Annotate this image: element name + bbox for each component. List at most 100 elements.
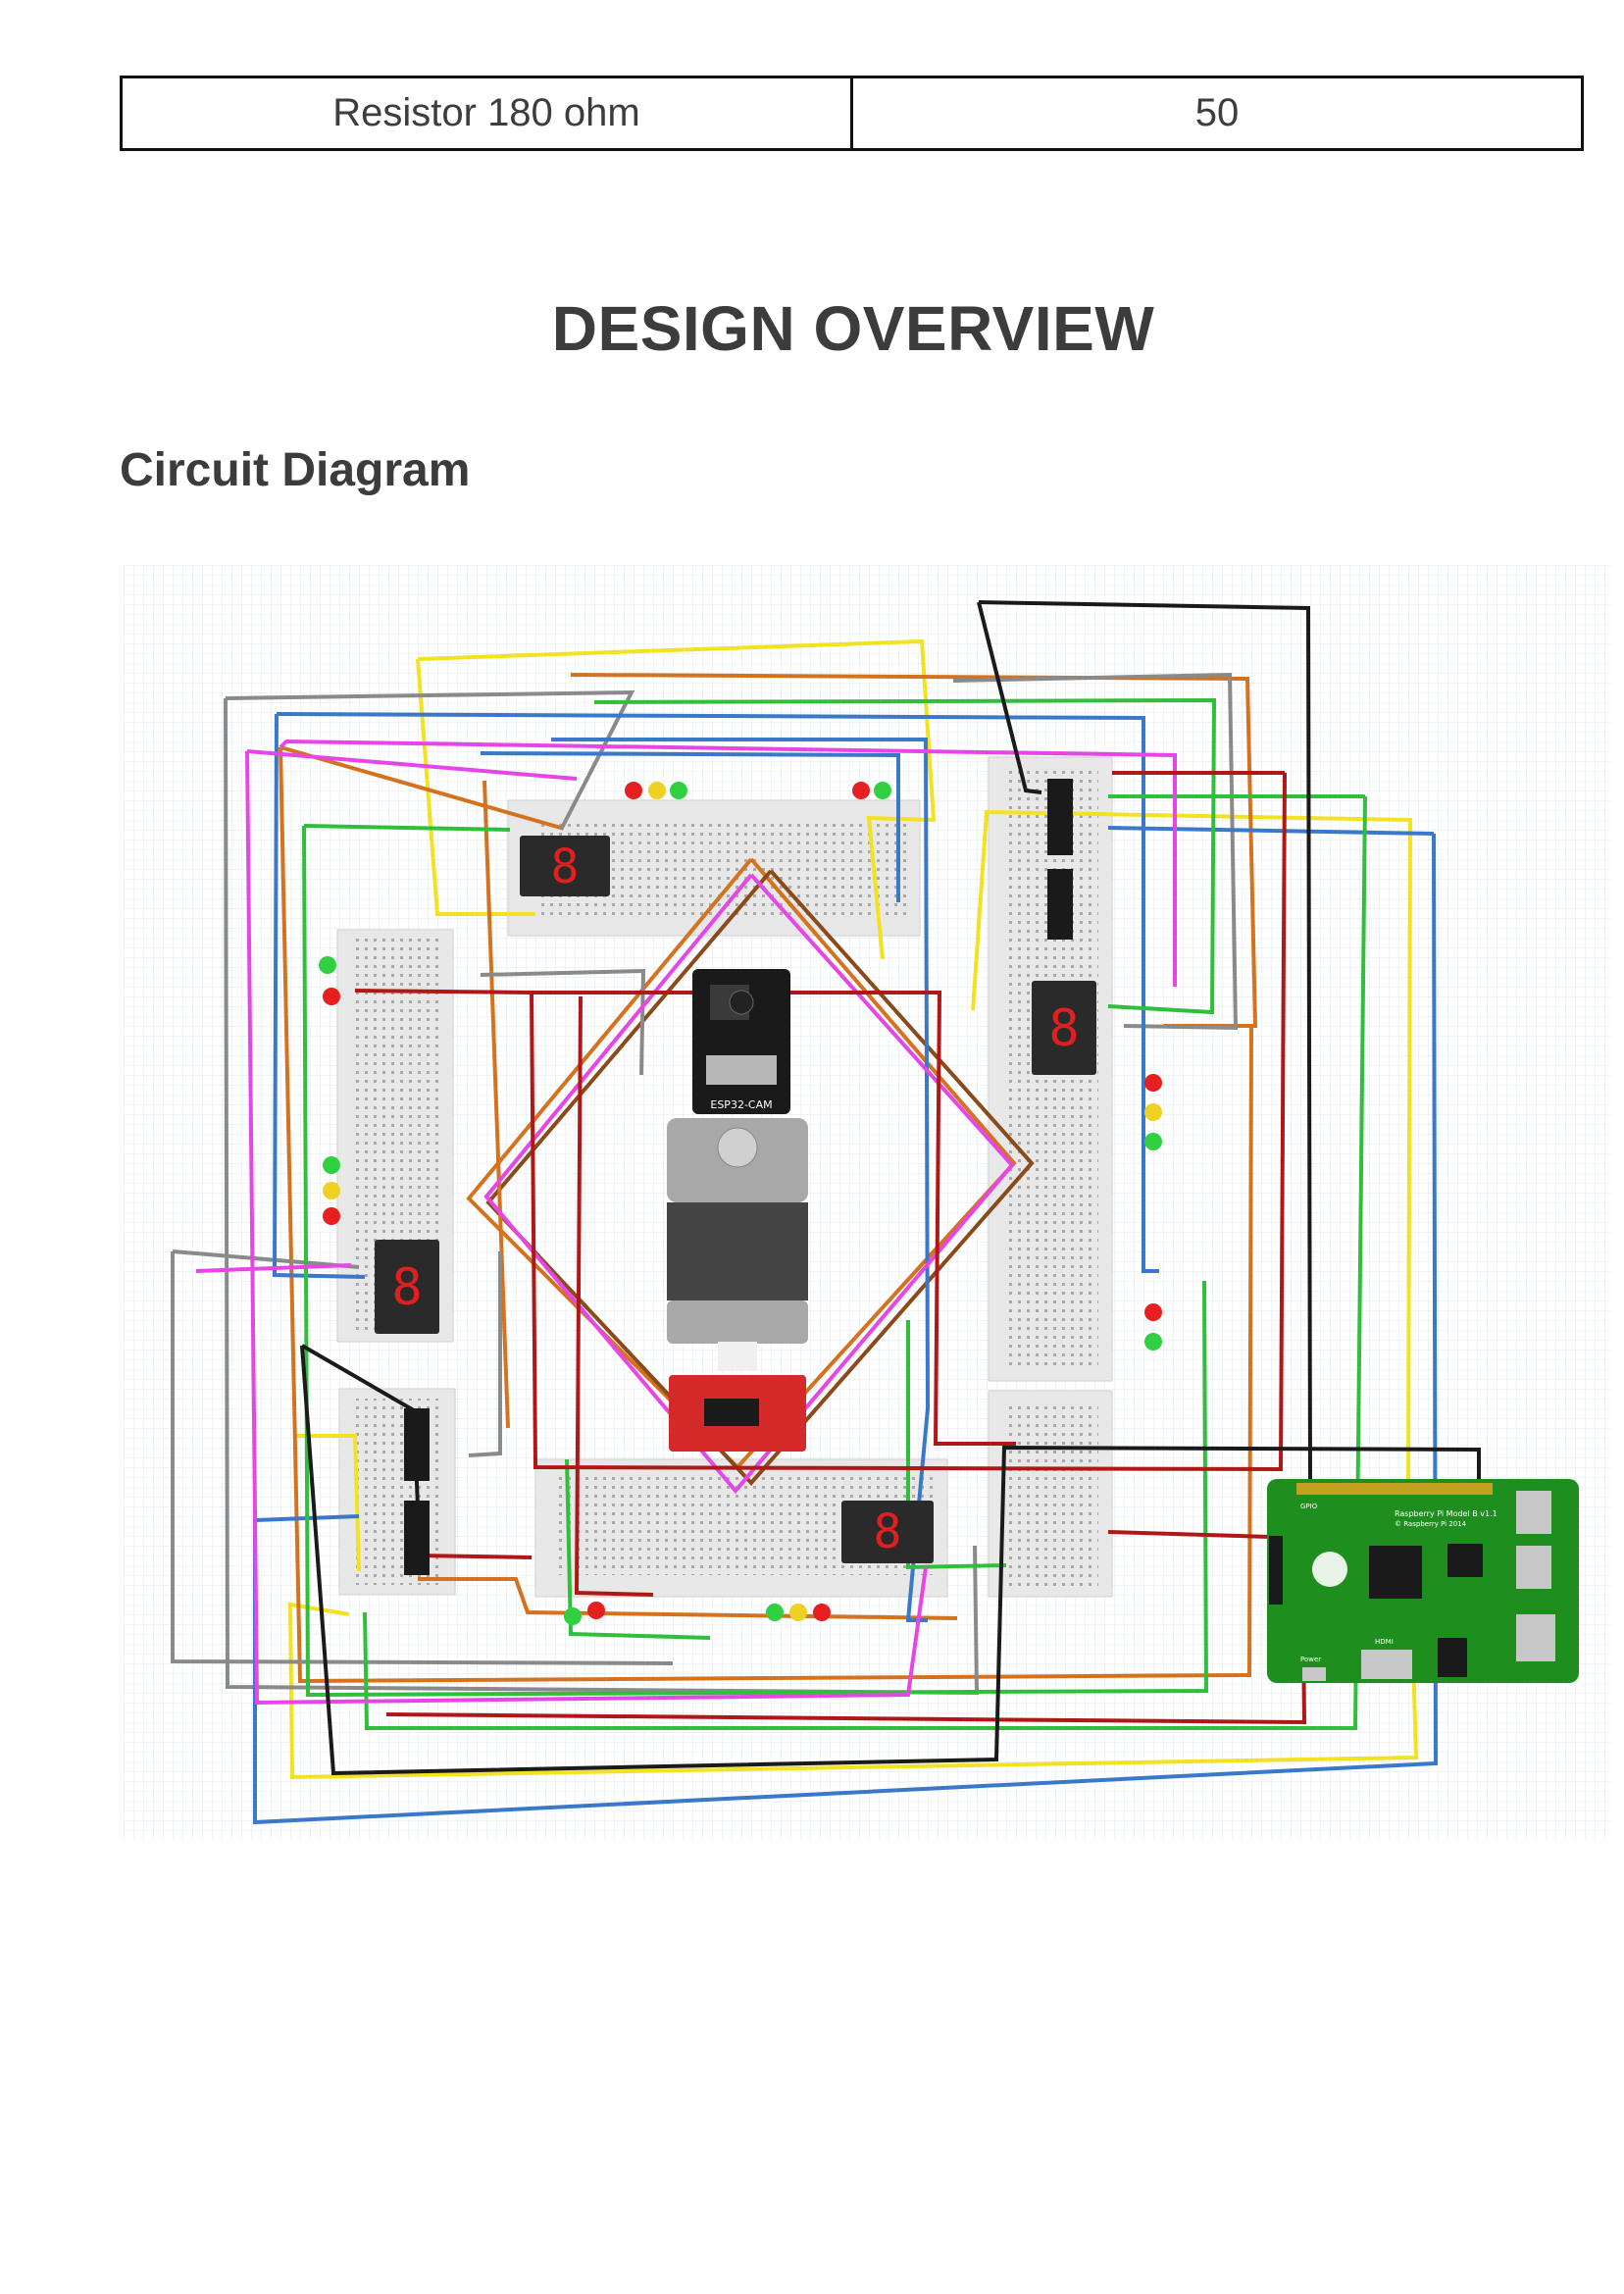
led-green — [323, 1156, 340, 1174]
led-red — [587, 1602, 605, 1619]
led-green — [670, 782, 687, 799]
led-green — [564, 1607, 582, 1625]
display-digit: 8 — [391, 1258, 422, 1317]
breadboard-right-lower-holes — [1004, 1401, 1098, 1587]
led-yellow — [789, 1604, 807, 1621]
wire-grey — [224, 697, 980, 1696]
power-port — [1302, 1667, 1326, 1681]
wire-magenta — [195, 1263, 352, 1273]
wire-blue — [272, 713, 366, 1279]
rpi-copyright-label: © Raspberry Pi 2014 — [1395, 1520, 1467, 1528]
parts-table: Resistor 180 ohm 50 — [120, 76, 1584, 151]
wire-green — [906, 1320, 1007, 1570]
led-yellow — [1144, 1103, 1162, 1121]
wire-brown — [485, 869, 1035, 1486]
led-yellow — [648, 782, 666, 799]
wire-red — [354, 772, 1287, 1472]
stepper-motor — [667, 1118, 808, 1371]
wire-green — [565, 1458, 711, 1640]
wire-green — [302, 824, 1209, 1698]
motor-connector — [718, 1342, 757, 1371]
rpi-model-label: Raspberry Pi Model B v1.1 — [1395, 1509, 1497, 1518]
section-heading: Circuit Diagram — [120, 444, 471, 496]
circuit-diagram-svg: 8 8 8 8 ESP32-CAM GPIO Ras — [124, 565, 1610, 1840]
ethernet-port — [1516, 1614, 1555, 1661]
audio-jack — [1438, 1638, 1467, 1677]
component-cell: Resistor 180 ohm — [120, 76, 853, 151]
chip-74hc595 — [404, 1501, 430, 1575]
wire-grey — [480, 968, 646, 1076]
led-green — [766, 1604, 784, 1621]
motor-body — [667, 1202, 808, 1300]
wire-magenta — [246, 749, 578, 781]
wire-magenta — [279, 739, 1177, 987]
led-green — [319, 956, 336, 974]
usb-port — [1516, 1491, 1551, 1534]
display-digit: 8 — [551, 840, 580, 894]
raspberry-logo — [1312, 1552, 1347, 1587]
led-green — [1144, 1133, 1162, 1150]
display-digit: 8 — [1048, 999, 1079, 1058]
wire-black — [978, 600, 1312, 1484]
wire-grey — [225, 689, 635, 831]
display-connector — [1269, 1536, 1283, 1605]
led-red — [1144, 1074, 1162, 1092]
wire-green — [593, 697, 1217, 1015]
driver-chip — [704, 1399, 759, 1426]
shift-register-chips — [404, 779, 1073, 1575]
chip-74hc595 — [1047, 869, 1073, 940]
wire-blue — [276, 712, 1159, 1273]
wire-orange — [279, 745, 562, 830]
motor-shaft-collar — [717, 1127, 758, 1168]
led-green — [874, 782, 891, 799]
wire-grey — [952, 672, 1239, 1031]
esp32-label: ESP32-CAM — [710, 1098, 772, 1111]
esp32-cam-module: ESP32-CAM — [692, 969, 790, 1114]
wire-green — [363, 795, 1367, 1730]
wire-grey — [468, 1251, 502, 1457]
table-row: Resistor 180 ohm 50 — [120, 76, 1584, 151]
wire-black — [300, 1345, 1481, 1776]
seven-segment-display — [841, 1501, 934, 1563]
hdmi-port — [1361, 1650, 1412, 1679]
chip-74hc595 — [1047, 779, 1073, 855]
wire-blue — [551, 738, 931, 1622]
wire-orange — [482, 780, 510, 1429]
gpio-header — [1296, 1483, 1493, 1495]
wire-red — [574, 995, 654, 1597]
chip-74hc595 — [404, 1408, 430, 1481]
power-label: Power — [1300, 1656, 1321, 1663]
circuit-diagram: 8 8 8 8 ESP32-CAM GPIO Ras — [124, 565, 1610, 1840]
gpio-label: GPIO — [1300, 1503, 1318, 1510]
led-green — [1144, 1333, 1162, 1351]
led-red — [852, 782, 870, 799]
led-yellow — [323, 1182, 340, 1199]
page-heading: DESIGN OVERVIEW — [551, 293, 1155, 364]
wire-yellow — [971, 809, 1413, 1488]
display-digit: 8 — [874, 1504, 902, 1559]
usb-port — [1516, 1546, 1551, 1589]
sd-slot — [706, 1055, 777, 1085]
wire-black — [977, 601, 1042, 794]
wire-magenta — [245, 750, 928, 1706]
wire-blue — [1107, 826, 1435, 836]
motor-driver-board — [669, 1375, 806, 1452]
seven-segment-display — [520, 836, 610, 896]
wire-blue — [253, 833, 1439, 1825]
seven-segment-display — [1032, 981, 1096, 1075]
led-red — [1144, 1303, 1162, 1321]
wire-yellow — [417, 638, 937, 960]
led-red — [323, 1207, 340, 1225]
led-red — [323, 988, 340, 1005]
wire-red — [417, 1554, 533, 1559]
usb-chip — [1447, 1544, 1483, 1577]
rpi-board — [1267, 1479, 1579, 1683]
wire-orange — [279, 746, 1253, 1684]
motor-base — [667, 1300, 808, 1344]
seven-segment-display — [375, 1240, 439, 1334]
wire-blue — [480, 751, 900, 902]
raspberry-pi: GPIO Raspberry Pi Model B v1.1 © Raspber… — [1267, 1479, 1579, 1683]
wire-yellow — [296, 1434, 361, 1572]
led-red — [625, 782, 642, 799]
wire-orange — [418, 1577, 958, 1620]
